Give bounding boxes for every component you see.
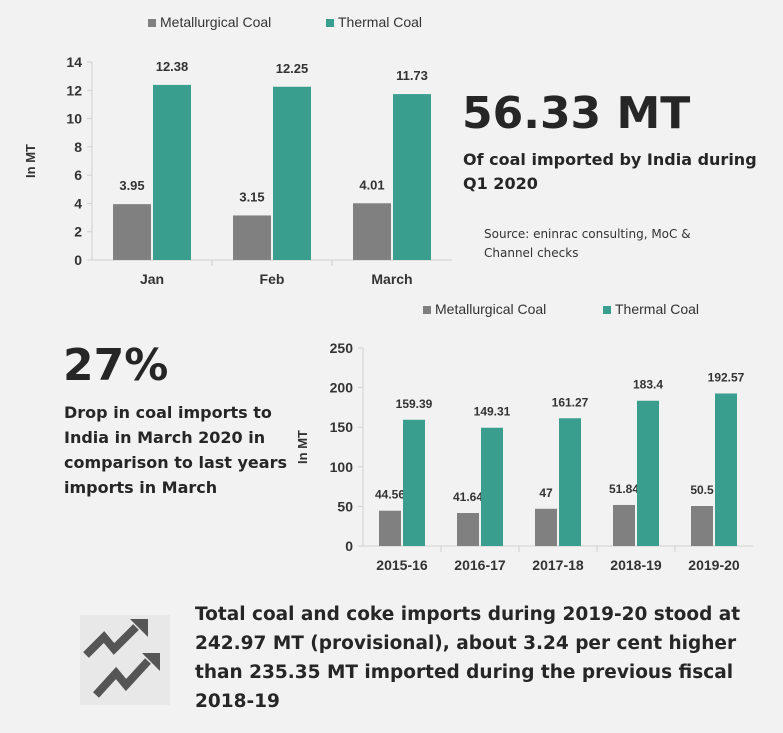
annual-ytick-label-4: 200	[330, 380, 354, 396]
monthly-data-label-1-2: 11.73	[396, 68, 428, 83]
annual-bar-metallurgical-coal-3	[613, 504, 635, 546]
annual-bar-metallurgical-coal-2	[535, 508, 557, 546]
annual-ytick-label-2: 100	[330, 459, 354, 475]
annual-legend-swatch-1	[603, 306, 611, 314]
monthly-data-label-1-1: 12.25	[276, 61, 309, 76]
monthly-bar-metallurgical-coal-2	[353, 203, 391, 260]
march-drop-description: Drop in coal imports to India in March 2…	[64, 403, 287, 497]
annual-legend-swatch-0	[423, 306, 431, 314]
annual-bar-thermal-coal-1	[481, 427, 503, 546]
monthly-data-label-1-0: 12.38	[156, 59, 189, 74]
monthly-ytick-label-3: 6	[74, 167, 82, 183]
monthly-ytick-label-1: 2	[74, 224, 82, 240]
annual-bar-thermal-coal-2	[559, 418, 581, 546]
annual-legend-label-0: Metallurgical Coal	[435, 301, 546, 317]
annual-bar-thermal-coal-4	[715, 393, 737, 546]
annual-xtick-label-2: 2017-18	[532, 557, 584, 573]
q1-total-description: Of coal imported by India during Q1 2020	[463, 150, 757, 193]
monthly-bar-metallurgical-coal-1	[233, 215, 271, 260]
monthly-legend-swatch-1	[326, 19, 334, 27]
annual-bar-metallurgical-coal-0	[379, 510, 401, 546]
annual-data-label-1-0: 159.39	[396, 397, 433, 411]
monthly-ytick-label-2: 4	[74, 195, 82, 211]
monthly-legend-label-0: Metallurgical Coal	[160, 14, 271, 30]
annual-ytick-label-5: 250	[330, 340, 354, 356]
monthly-bar-thermal-coal-0	[153, 84, 191, 260]
annual-legend-label-1: Thermal Coal	[615, 301, 699, 317]
monthly-y-axis-label: In MT	[23, 144, 38, 178]
annual-bar-metallurgical-coal-4	[691, 506, 713, 546]
monthly-imports-chart: Metallurgical Coal Thermal Coal 0 2 4 6 8 10 12 1…	[23, 14, 452, 287]
monthly-ytick-label-4: 8	[74, 139, 82, 155]
annual-xtick-label-4: 2019-20	[688, 557, 740, 573]
monthly-data-label-0-0: 3.95	[119, 178, 144, 193]
march-drop-stat: 27%	[63, 340, 169, 391]
annual-data-label-1-2: 161.27	[552, 395, 589, 409]
monthly-data-label-0-1: 3.15	[239, 189, 264, 204]
annual-bar-thermal-coal-3	[637, 400, 659, 546]
annual-data-label-0-0: 44.56	[375, 488, 405, 502]
annual-y-axis-label: In MT	[295, 430, 310, 464]
monthly-xtick-label-2: March	[371, 271, 412, 287]
annual-xtick-label-0: 2015-16	[376, 557, 428, 573]
annual-data-label-0-1: 41.64	[453, 490, 483, 504]
annual-imports-chart: Metallurgical Coal Thermal Coal 0 50 100 150 2…	[295, 301, 753, 573]
monthly-legend-swatch-0	[148, 19, 156, 27]
footer-summary: Total coal and coke imports during 2019-…	[195, 604, 741, 712]
annual-ytick-label-3: 150	[330, 419, 354, 435]
annual-data-label-1-1: 149.31	[474, 405, 511, 419]
annual-data-label-1-3: 183.4	[633, 378, 663, 392]
monthly-data-label-0-2: 4.01	[359, 177, 384, 192]
annual-data-label-0-3: 51.84	[609, 482, 639, 496]
annual-xtick-label-1: 2016-17	[454, 557, 506, 573]
monthly-bar-thermal-coal-1	[273, 86, 311, 260]
monthly-bar-thermal-coal-2	[393, 94, 431, 261]
monthly-xtick-label-1: Feb	[260, 271, 285, 287]
annual-data-label-1-4: 192.57	[708, 370, 745, 384]
annual-data-label-0-2: 47	[539, 486, 553, 500]
trend-up-arrows-icon	[80, 615, 170, 705]
annual-xtick-label-3: 2018-19	[610, 557, 662, 573]
monthly-ytick-label-6: 12	[66, 82, 82, 98]
annual-ytick-label-0: 0	[345, 538, 353, 554]
annual-ytick-label-1: 50	[337, 498, 353, 514]
annual-bar-metallurgical-coal-1	[457, 513, 479, 546]
monthly-ytick-label-7: 14	[66, 54, 82, 70]
annual-data-label-0-4: 50.5	[690, 483, 714, 497]
monthly-ytick-label-5: 10	[66, 111, 82, 127]
q1-total-stat: 56.33 MT	[462, 88, 691, 139]
monthly-ytick-label-0: 0	[74, 252, 82, 268]
annual-bar-thermal-coal-0	[403, 419, 425, 546]
monthly-bar-metallurgical-coal-0	[113, 204, 151, 260]
monthly-xtick-label-0: Jan	[140, 271, 164, 287]
monthly-legend-label-1: Thermal Coal	[338, 14, 422, 30]
source-note: Source: eninrac consulting, MoC & Channe…	[484, 227, 691, 260]
